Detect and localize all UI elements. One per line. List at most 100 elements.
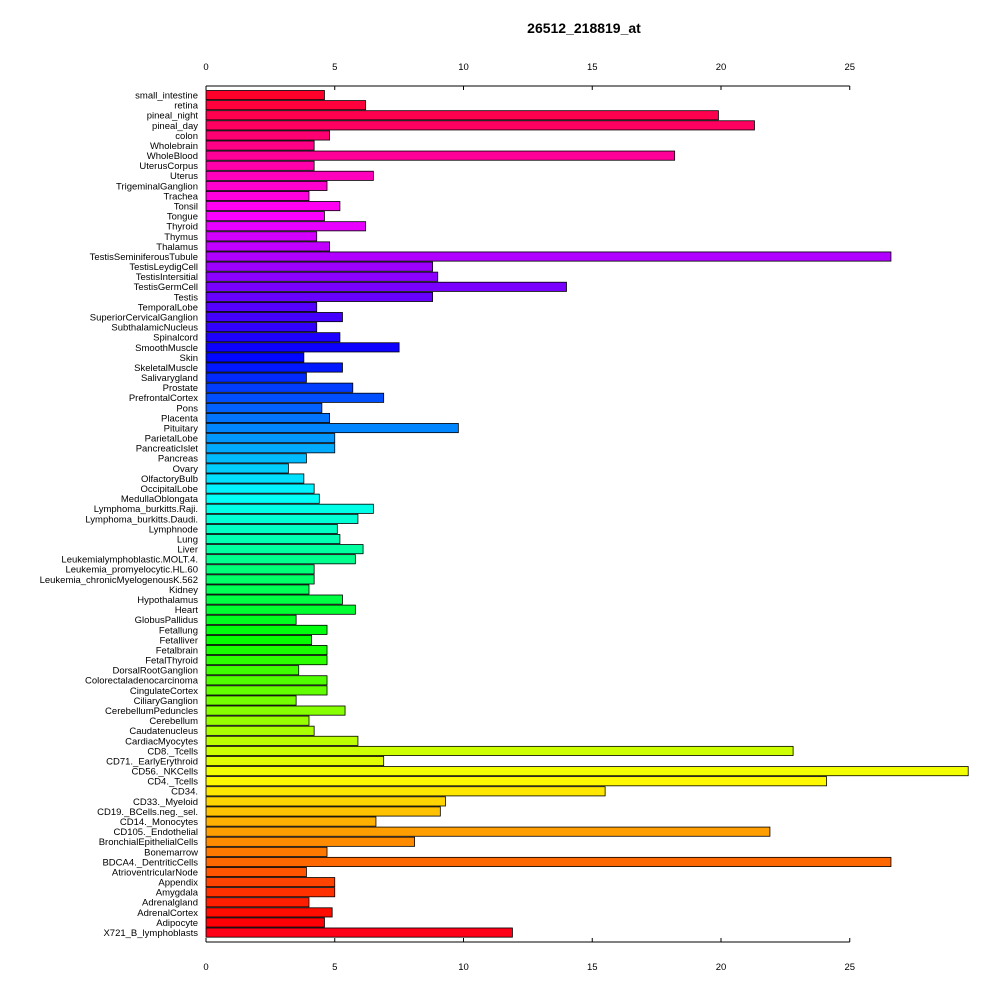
bar xyxy=(205,675,328,686)
bar xyxy=(205,241,330,252)
category-label: Spinalcord xyxy=(153,333,198,344)
category-label: Cerebellum xyxy=(149,716,198,727)
bar xyxy=(205,816,377,827)
category-label: Pancreas xyxy=(158,454,198,465)
bar xyxy=(205,513,359,524)
bar xyxy=(205,392,385,403)
bar xyxy=(205,362,343,373)
category-label: Kidney xyxy=(169,585,198,596)
category-label: Tonsil xyxy=(174,201,198,212)
bar xyxy=(205,574,315,585)
category-label: MedullaOblongata xyxy=(121,494,199,505)
category-label: Thyroid xyxy=(166,222,198,233)
bar xyxy=(205,836,415,847)
bars-group xyxy=(205,90,969,938)
bar xyxy=(205,453,307,464)
category-label: AtrioventricularNode xyxy=(112,867,198,878)
category-label: Liver xyxy=(177,545,198,556)
bar xyxy=(205,493,320,504)
bar xyxy=(205,715,310,726)
category-label: WholeBlood xyxy=(147,151,198,162)
category-label: Adrenalgland xyxy=(142,898,198,909)
category-label: Testis xyxy=(174,292,199,303)
category-label: retina xyxy=(174,101,198,112)
top-tick-label: 20 xyxy=(716,62,727,73)
category-label: Thalamus xyxy=(156,242,198,253)
bar xyxy=(205,614,297,625)
bar xyxy=(205,483,315,494)
bar xyxy=(205,402,323,413)
bar xyxy=(205,695,297,706)
category-labels-group: small_intestineretinapineal_nightpineal_… xyxy=(40,91,199,939)
bar xyxy=(205,826,771,837)
category-label: TrigeminalGanglion xyxy=(116,181,198,192)
category-label: Skin xyxy=(180,353,198,364)
category-label: Adipocyte xyxy=(156,918,198,929)
category-label: Hypothalamus xyxy=(137,595,198,606)
bar xyxy=(205,634,312,645)
bar xyxy=(205,594,343,605)
bar xyxy=(205,322,318,333)
bar xyxy=(205,756,385,767)
category-label: OccipitalLobe xyxy=(140,484,198,495)
category-label: CD4._Tcells xyxy=(147,777,198,788)
category-label: Trachea xyxy=(164,191,199,202)
bar xyxy=(205,231,318,242)
category-label: OlfactoryBulb xyxy=(141,474,198,485)
category-label: CD19._BCells.neg._sel. xyxy=(97,807,198,818)
category-label: Lymphoma_burkitts.Raji. xyxy=(94,504,198,515)
category-label: Uterus xyxy=(170,171,198,182)
bar xyxy=(205,201,341,212)
category-label: ParietalLobe xyxy=(145,434,198,445)
bar xyxy=(205,281,567,292)
category-label: BDCA4._DentriticCells xyxy=(102,857,198,868)
bar xyxy=(205,725,315,736)
category-label: FetalThyroid xyxy=(145,656,198,667)
bar xyxy=(205,372,307,383)
bar xyxy=(205,604,356,615)
bar xyxy=(205,523,338,534)
bar xyxy=(205,927,513,938)
category-label: Tongue xyxy=(167,212,198,223)
bottom-tick-label: 25 xyxy=(844,962,855,973)
bar xyxy=(205,856,892,867)
category-label: Pons xyxy=(176,403,198,414)
bar xyxy=(205,120,755,131)
bar xyxy=(205,100,367,111)
bottom-tick-label: 10 xyxy=(458,962,469,973)
category-label: UterusCorpus xyxy=(139,161,198,172)
bar xyxy=(205,433,336,444)
bar xyxy=(205,766,969,777)
bar xyxy=(205,806,441,817)
bar xyxy=(205,443,336,454)
bar xyxy=(205,291,434,302)
category-label: Bonemarrow xyxy=(144,847,198,858)
category-label: CD34. xyxy=(171,787,198,798)
bar xyxy=(205,271,439,282)
category-label: CingulateCortex xyxy=(130,686,198,697)
category-label: CD105._Endothelial xyxy=(113,827,198,838)
bar xyxy=(205,382,354,393)
bar xyxy=(205,846,328,857)
top-tick-label: 25 xyxy=(844,62,855,73)
category-label: PrefrontalCortex xyxy=(129,393,198,404)
bar xyxy=(205,503,374,514)
bar xyxy=(205,312,343,323)
bar xyxy=(205,907,333,918)
category-label: CD56._NKCells xyxy=(131,767,198,778)
top-tick-label: 5 xyxy=(332,62,337,73)
category-label: Caudatenucleus xyxy=(129,726,198,737)
category-label: Lymphoma_burkitts.Daudi. xyxy=(85,514,198,525)
bar xyxy=(205,655,328,666)
bar xyxy=(205,221,367,232)
category-label: X721_B_lymphoblasts xyxy=(103,928,198,939)
category-label: SubthalamicNucleus xyxy=(111,323,198,334)
category-label: Fetalliver xyxy=(159,635,198,646)
bar xyxy=(205,877,336,888)
bar xyxy=(205,867,307,878)
top-tick-label: 15 xyxy=(587,62,598,73)
bar xyxy=(205,251,892,262)
bar xyxy=(205,412,330,423)
bottom-tick-label: 0 xyxy=(203,962,208,973)
